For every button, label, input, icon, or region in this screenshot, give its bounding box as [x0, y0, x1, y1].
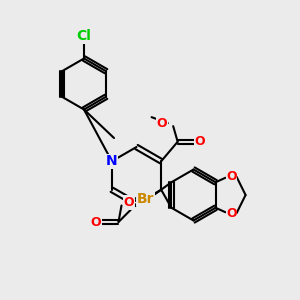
- Text: O: O: [226, 207, 237, 220]
- Text: Br: Br: [137, 192, 155, 206]
- Text: N: N: [106, 154, 118, 168]
- Text: O: O: [91, 215, 101, 229]
- Text: O: O: [124, 196, 134, 209]
- Text: O: O: [194, 135, 205, 148]
- Text: Cl: Cl: [76, 29, 92, 43]
- Text: O: O: [157, 117, 167, 130]
- Text: O: O: [226, 170, 237, 183]
